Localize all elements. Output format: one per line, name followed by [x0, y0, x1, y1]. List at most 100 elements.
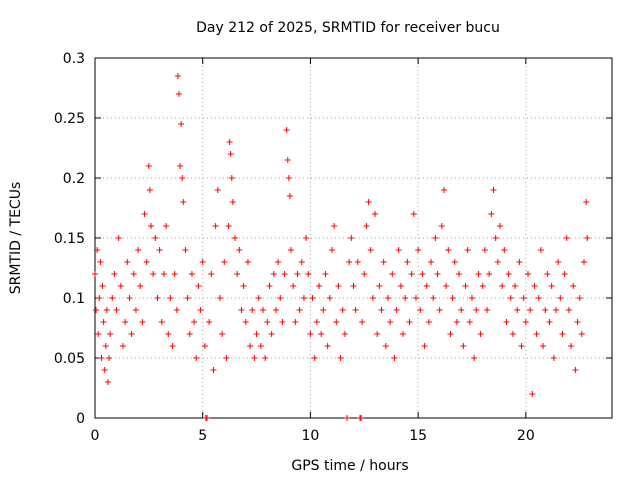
data-point: [580, 259, 587, 265]
data-point: [367, 247, 374, 253]
data-point: [106, 355, 113, 361]
data-point: [236, 247, 243, 253]
data-point: [520, 295, 527, 301]
data-point: [552, 307, 559, 313]
data-point: [344, 415, 351, 421]
data-point: [102, 343, 109, 349]
data-point: [438, 223, 445, 229]
data-point: [503, 319, 510, 325]
data-point: [331, 223, 338, 229]
data-point: [436, 307, 443, 313]
data-point: [171, 271, 178, 277]
data-point: [210, 367, 217, 373]
data-point: [152, 235, 159, 241]
y-tick-label: 0.2: [63, 171, 85, 187]
y-tick-label: 0.3: [63, 51, 85, 67]
data-point: [557, 295, 564, 301]
chart-title: Day 212 of 2025, SRMTID for receiver buc…: [196, 20, 500, 36]
data-point: [423, 283, 430, 289]
data-point: [160, 271, 167, 277]
x-tick-label: 15: [409, 428, 427, 444]
data-point: [501, 247, 508, 253]
x-tick-label: 10: [302, 428, 320, 444]
data-point: [214, 187, 221, 193]
data-point: [178, 121, 185, 127]
data-point: [499, 283, 506, 289]
data-point: [456, 271, 463, 277]
data-point: [359, 319, 366, 325]
data-point: [535, 295, 542, 301]
data-point: [272, 307, 279, 313]
data-point: [97, 259, 104, 265]
data-point: [177, 163, 184, 169]
data-point: [318, 331, 325, 337]
data-point: [186, 331, 193, 337]
data-point: [479, 283, 486, 289]
data-point: [285, 175, 292, 181]
x-tick-label: 0: [91, 428, 100, 444]
data-point: [460, 343, 467, 349]
data-point: [490, 187, 497, 193]
data-point: [449, 295, 456, 301]
data-point: [320, 307, 327, 313]
data-point: [109, 295, 116, 301]
data-point: [428, 259, 435, 265]
data-point: [333, 319, 340, 325]
data-point: [462, 283, 469, 289]
data-point: [111, 271, 118, 277]
data-point: [533, 331, 540, 337]
data-point: [529, 391, 536, 397]
data-point: [167, 295, 174, 301]
data-point: [337, 355, 344, 361]
data-point: [559, 331, 566, 337]
data-point: [473, 307, 480, 313]
data-point: [128, 331, 135, 337]
data-point: [141, 211, 148, 217]
data-point: [292, 319, 299, 325]
data-point: [415, 247, 422, 253]
data-point: [481, 247, 488, 253]
data-point: [176, 91, 183, 97]
data-point: [216, 295, 223, 301]
data-point: [303, 235, 310, 241]
data-point: [352, 307, 359, 313]
data-point: [107, 331, 114, 337]
data-point: [113, 307, 120, 313]
data-point: [93, 307, 100, 313]
data-point: [244, 259, 251, 265]
data-point: [447, 331, 454, 337]
data-point: [406, 319, 413, 325]
data-point: [226, 139, 233, 145]
data-point: [548, 283, 555, 289]
data-point: [191, 319, 198, 325]
data-point: [180, 199, 187, 205]
data-point: [382, 343, 389, 349]
data-point: [516, 259, 523, 265]
data-point: [223, 355, 230, 361]
data-point: [574, 319, 581, 325]
data-point: [174, 73, 181, 79]
data-point: [561, 271, 568, 277]
data-point: [122, 319, 129, 325]
data-point: [421, 343, 428, 349]
data-point: [283, 127, 290, 133]
data-point: [115, 235, 122, 241]
data-point: [540, 343, 547, 349]
data-point: [266, 283, 273, 289]
y-tick-label: 0: [76, 411, 85, 427]
data-point: [195, 283, 202, 289]
data-point: [294, 271, 301, 277]
data-point: [328, 247, 335, 253]
data-point: [365, 199, 372, 205]
data-point: [309, 295, 316, 301]
data-point: [143, 259, 150, 265]
data-point: [376, 283, 383, 289]
data-point: [578, 331, 585, 337]
data-point: [184, 295, 191, 301]
data-point: [354, 259, 361, 265]
data-point: [311, 355, 318, 361]
data-point: [92, 271, 98, 277]
data-point: [255, 295, 262, 301]
data-point: [486, 271, 493, 277]
data-point: [158, 319, 165, 325]
